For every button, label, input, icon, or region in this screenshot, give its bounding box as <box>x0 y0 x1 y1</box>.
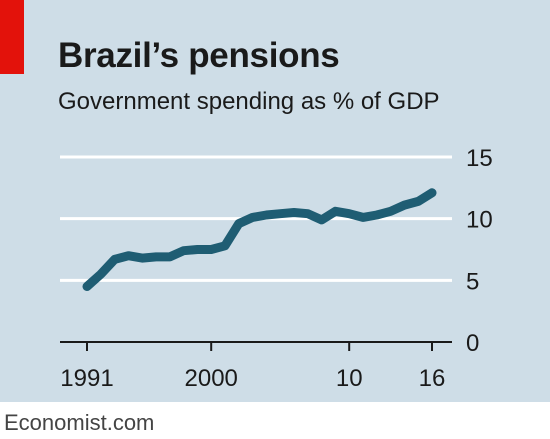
data-point <box>141 257 143 259</box>
x-tick-label: 16 <box>419 365 446 392</box>
y-tick-label: 15 <box>466 145 493 172</box>
x-tick-label: 10 <box>336 365 363 392</box>
data-point <box>265 214 267 216</box>
data-point <box>307 213 309 215</box>
data-point <box>127 255 129 257</box>
data-point <box>196 249 198 250</box>
data-point <box>183 250 185 252</box>
data-point <box>362 216 364 218</box>
data-point <box>155 256 157 258</box>
data-point <box>376 214 378 216</box>
series-line-group <box>82 188 437 291</box>
x-tick-label: 2000 <box>185 365 238 392</box>
data-point <box>348 213 350 215</box>
y-tick-label: 5 <box>466 268 479 295</box>
data-point <box>252 216 254 218</box>
y-tick-label: 10 <box>466 207 493 234</box>
series-line <box>82 188 437 291</box>
data-point <box>403 204 405 206</box>
chart-subtitle: Government spending as % of GDP <box>58 88 440 115</box>
data-point <box>390 210 392 212</box>
y-tick-label: 0 <box>466 330 479 357</box>
data-point <box>321 219 323 221</box>
accent-bar <box>0 0 24 74</box>
x-tick-label: 1991 <box>60 365 113 392</box>
data-point <box>224 245 226 247</box>
data-point <box>169 256 171 258</box>
data-point <box>417 200 419 202</box>
data-point <box>293 212 295 213</box>
source-note: Economist.com <box>4 410 155 435</box>
chart-panel <box>0 0 550 402</box>
line-chart: 0 5 10 15 1991 2000 10 16 <box>60 145 493 392</box>
x-tick-labels: 1991 2000 10 16 <box>60 365 445 392</box>
data-point <box>100 273 102 275</box>
y-tick-labels: 0 5 10 15 <box>466 145 493 357</box>
data-point <box>86 286 88 287</box>
data-point <box>334 210 336 212</box>
data-point <box>238 223 240 225</box>
data-point <box>431 192 433 194</box>
chart-title: Brazil’s pensions <box>58 36 340 75</box>
data-point <box>114 258 116 260</box>
data-point <box>279 213 281 215</box>
data-point <box>210 249 212 250</box>
